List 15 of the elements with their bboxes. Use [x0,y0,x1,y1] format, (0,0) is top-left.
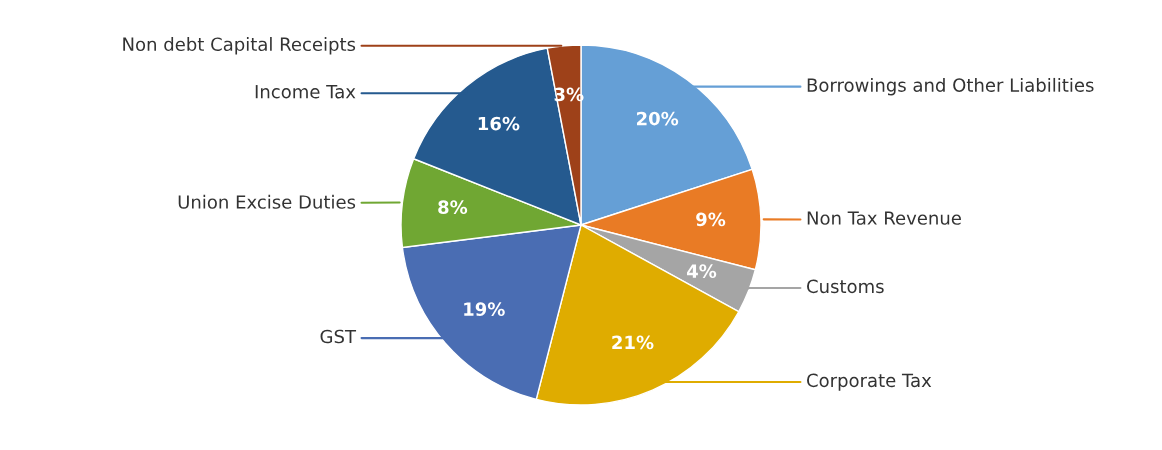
slice-label: Non debt Capital Receipts [123,37,356,55]
slice-label: GST [320,329,357,344]
slice-label: Borrowings and Other Liabilities [807,77,1094,96]
data-label: 9% [696,212,726,227]
slice-label: Corporate Tax [807,373,932,391]
slice-label: Union Excise Duties [178,194,356,209]
slice-label: Customs [807,279,884,294]
slice-label: Non Tax Revenue [807,211,961,225]
data-label: 4% [686,264,717,278]
data-label: 19% [464,302,505,316]
slice-label: Income Tax [255,85,356,99]
data-label: 16% [478,116,520,131]
data-label: 8% [438,200,468,214]
data-label: 21% [612,335,654,350]
data-label: 20% [637,111,679,126]
